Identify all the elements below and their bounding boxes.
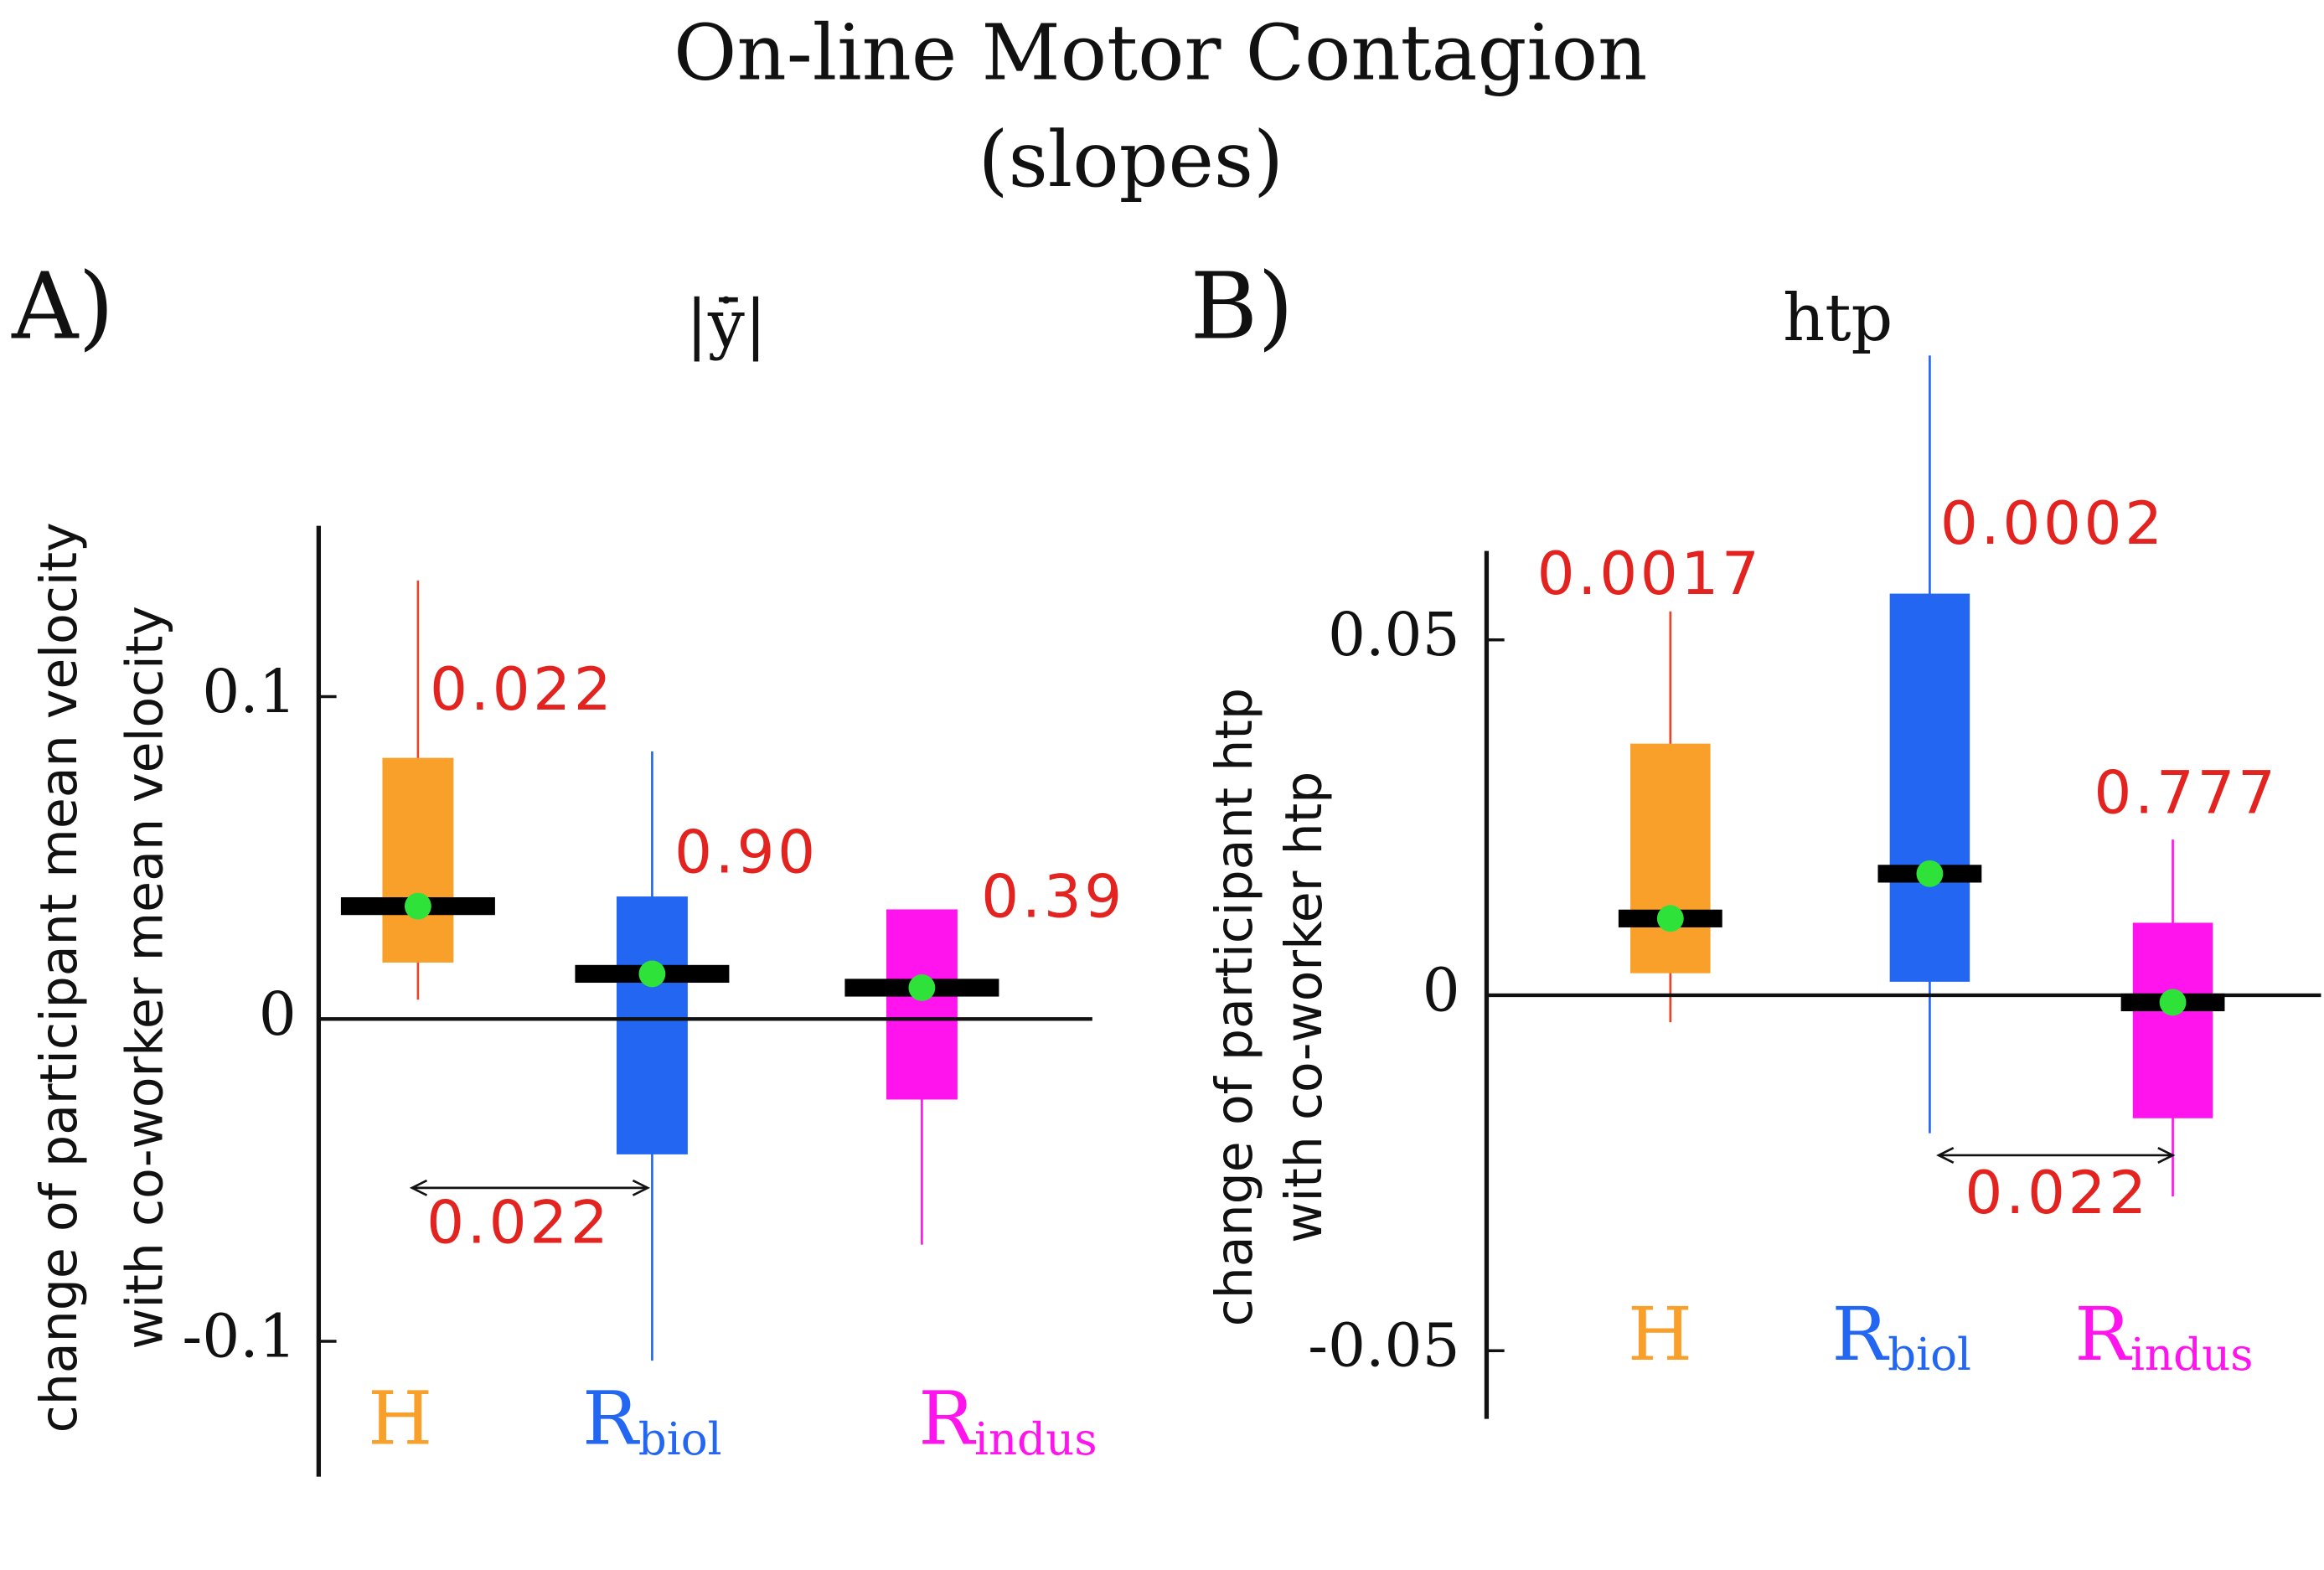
y-tick-label: -0.1 bbox=[182, 1302, 296, 1371]
p-value: 0.022 bbox=[430, 654, 614, 724]
y-tick-label: 0 bbox=[259, 979, 297, 1049]
box bbox=[2132, 922, 2213, 1118]
y-tick-label: -0.05 bbox=[1308, 1311, 1459, 1381]
category-subscript: biol bbox=[638, 1412, 722, 1464]
bracket-arrow bbox=[2157, 1146, 2176, 1165]
y-axis-label: change of participant htp bbox=[1206, 688, 1264, 1326]
y-axis-label: with co-worker htp bbox=[1275, 772, 1334, 1243]
bracket-arrow bbox=[632, 1179, 651, 1196]
category-main: R bbox=[918, 1376, 976, 1462]
y-tick-label: 0.05 bbox=[1328, 600, 1460, 669]
mean-dot bbox=[1916, 860, 1944, 887]
y-tick-label: 0 bbox=[1423, 955, 1460, 1025]
mean-dot bbox=[908, 974, 936, 1001]
category-main: R bbox=[2074, 1291, 2132, 1377]
category-label: Rindus bbox=[918, 1376, 1097, 1465]
mean-dot bbox=[2159, 989, 2187, 1016]
category-label: Rindus bbox=[2074, 1291, 2253, 1381]
bracket-arrow bbox=[409, 1179, 428, 1196]
mean-dot bbox=[404, 892, 431, 920]
panel-label: A) bbox=[11, 253, 114, 360]
box bbox=[1889, 593, 1970, 982]
category-label: Rbiol bbox=[1832, 1291, 1971, 1381]
box bbox=[616, 896, 688, 1154]
category-subscript: indus bbox=[974, 1412, 1097, 1464]
figure-title: On-line Motor Contagion bbox=[674, 8, 1647, 98]
p-value: 0.0017 bbox=[1537, 539, 1763, 608]
bracket-label: 0.022 bbox=[1965, 1158, 2149, 1227]
panel-title: |ẏ̄| bbox=[686, 287, 767, 362]
category-subscript: indus bbox=[2130, 1329, 2254, 1381]
p-value: 0.0002 bbox=[1940, 488, 2166, 558]
y-axis-label: with co-worker mean velocity bbox=[116, 606, 174, 1350]
category-main: H bbox=[368, 1376, 432, 1462]
y-axis-label: change of participant mean velocity bbox=[30, 522, 89, 1433]
mean-dot bbox=[638, 960, 666, 988]
y-tick-label: 0.1 bbox=[202, 657, 297, 726]
p-value: 0.777 bbox=[2094, 758, 2278, 828]
bracket-label: 0.022 bbox=[426, 1187, 611, 1257]
category-label: H bbox=[368, 1376, 432, 1462]
category-main: R bbox=[1832, 1291, 1890, 1377]
bracket-arrow bbox=[1936, 1146, 1955, 1165]
mean-dot bbox=[1656, 905, 1684, 932]
category-label: H bbox=[1628, 1291, 1692, 1377]
box bbox=[1630, 743, 1711, 974]
category-main: H bbox=[1628, 1291, 1692, 1377]
box bbox=[886, 909, 958, 1100]
category-label: Rbiol bbox=[582, 1376, 721, 1465]
box bbox=[382, 757, 454, 963]
category-subscript: biol bbox=[1888, 1329, 1971, 1381]
panel-label: B) bbox=[1190, 253, 1294, 360]
panel-title: htp bbox=[1783, 281, 1893, 356]
figure-title: (slopes) bbox=[979, 115, 1283, 204]
p-value: 0.90 bbox=[674, 817, 819, 886]
category-main: R bbox=[582, 1376, 640, 1462]
p-value: 0.39 bbox=[981, 861, 1125, 931]
